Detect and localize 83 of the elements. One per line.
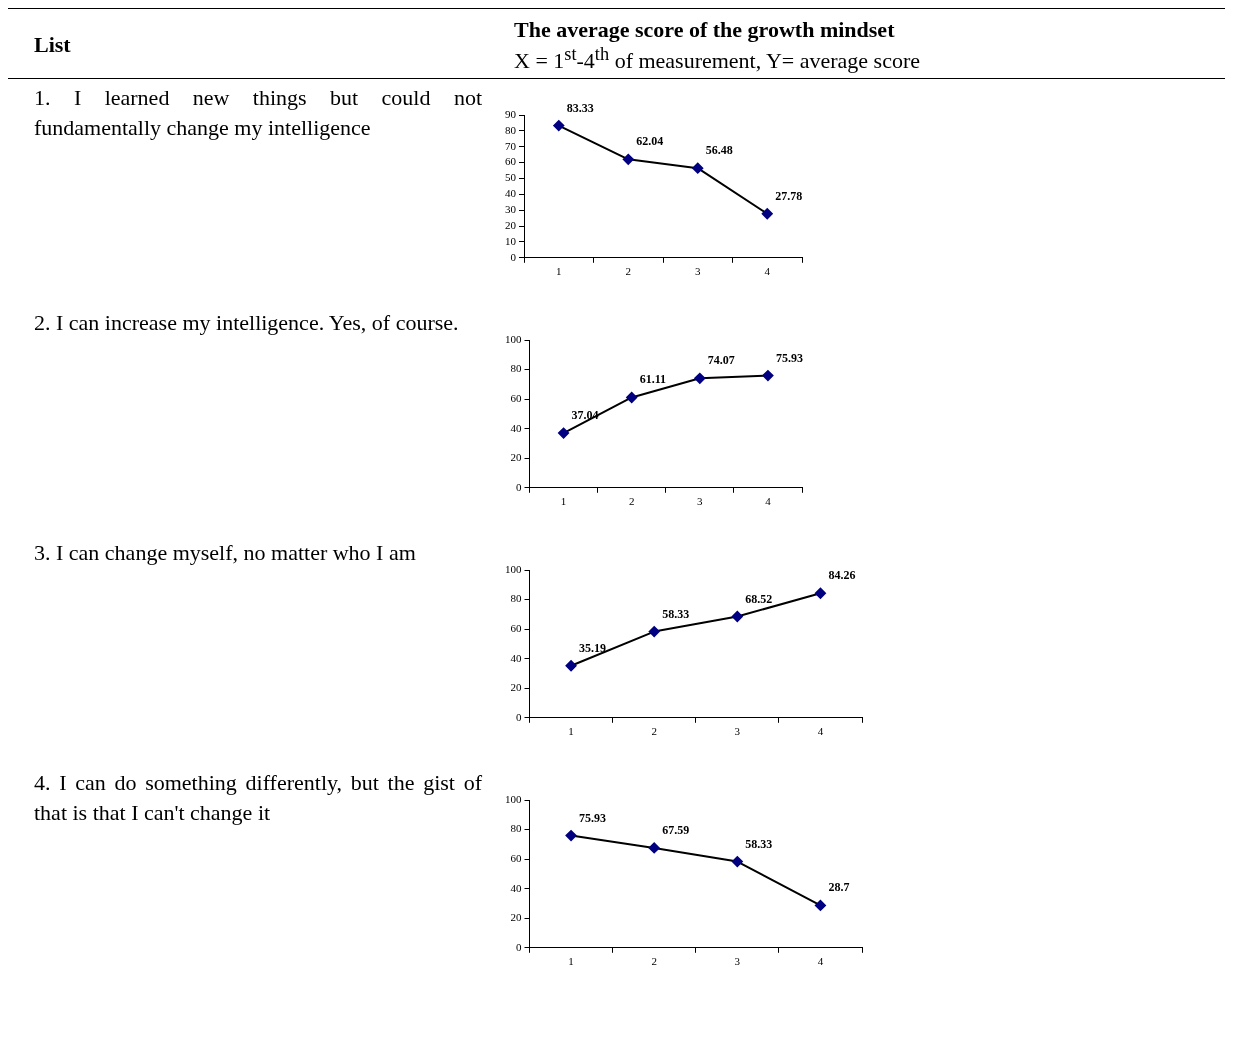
y-tick-label: 80 xyxy=(510,592,522,605)
point xyxy=(694,373,706,385)
y-tick-label: 0 xyxy=(516,711,522,724)
text: 4. I can do something differently, but the gist of that is that I can't change it xyxy=(33,769,483,828)
data-label: 58.33 xyxy=(745,836,773,851)
data-label: 62.04 xyxy=(636,134,664,149)
point xyxy=(553,120,565,132)
point xyxy=(731,611,743,623)
y-tick-label: 10 xyxy=(505,235,517,248)
y-tick-label: 60 xyxy=(505,155,517,168)
text: 2. I can increase my intelligence. Yes, of course. xyxy=(33,309,460,338)
y-tick-label: 100 xyxy=(505,793,522,806)
data-label: 83.33 xyxy=(566,100,594,115)
text: 1. I learned new things but could not fundamentally change my intelligence xyxy=(33,84,483,143)
y-tick-label: 50 xyxy=(505,171,517,184)
data-label: 37.04 xyxy=(571,408,599,423)
data-label: 28.7 xyxy=(828,880,850,895)
point xyxy=(558,427,570,439)
point xyxy=(762,370,774,382)
point xyxy=(731,856,743,868)
data-label: 35.19 xyxy=(579,641,607,656)
point xyxy=(814,588,826,600)
x-tick-label: 1 xyxy=(556,265,562,278)
y-tick-label: 0 xyxy=(516,941,522,954)
x-tick-label: 2 xyxy=(651,725,657,738)
text: X = 1$^{st}$-4$^{th}$ of measurement, Y= average score xyxy=(514,43,921,74)
x-tick-label: 1 xyxy=(568,955,574,968)
y-tick-label: 40 xyxy=(510,881,522,894)
point xyxy=(814,900,826,912)
y-tick-label: 90 xyxy=(505,108,517,121)
y-tick-label: 80 xyxy=(505,124,517,137)
y-tick-label: 30 xyxy=(505,203,517,216)
y-tick-label: 60 xyxy=(510,392,522,405)
y-tick-label: 60 xyxy=(510,852,522,865)
point xyxy=(622,154,634,166)
text: The average score of the growth mindset xyxy=(514,17,896,43)
y-tick-label: 0 xyxy=(510,251,517,264)
data-label: 27.78 xyxy=(775,189,803,204)
x-tick-label: 2 xyxy=(651,955,657,968)
point xyxy=(565,660,577,672)
data-label: 75.93 xyxy=(775,350,803,365)
y-tick-label: 70 xyxy=(505,139,517,152)
x-tick-label: 1 xyxy=(568,725,574,738)
x-tick-label: 3 xyxy=(734,955,741,968)
data-label: 61.11 xyxy=(639,372,667,387)
point xyxy=(648,626,660,638)
y-tick-label: 20 xyxy=(510,681,522,694)
data-label: 74.07 xyxy=(707,353,735,368)
data-label: 84.26 xyxy=(828,568,856,583)
x-tick-label: 3 xyxy=(734,725,741,738)
data-label: 56.48 xyxy=(705,143,733,158)
y-tick-label: 100 xyxy=(505,563,522,576)
y-tick-label: 20 xyxy=(510,911,522,924)
data-label: 75.93 xyxy=(579,810,607,825)
data-label: 67.59 xyxy=(662,823,690,838)
x-tick-label: 3 xyxy=(695,265,701,278)
y-tick-label: 100 xyxy=(505,333,522,346)
x-tick-label: 2 xyxy=(625,265,631,278)
x-tick-label: 1 xyxy=(560,495,567,508)
x-tick-label: 3 xyxy=(697,495,704,508)
text: List xyxy=(33,30,72,59)
point xyxy=(626,392,638,404)
x-tick-label: 4 xyxy=(764,265,771,278)
y-tick-label: 80 xyxy=(510,362,522,375)
y-tick-label: 40 xyxy=(510,651,522,664)
point xyxy=(648,842,660,854)
x-tick-label: 4 xyxy=(817,725,824,738)
y-tick-label: 20 xyxy=(510,451,522,464)
point xyxy=(692,163,704,175)
text: 3. I can change myself, no matter who I am xyxy=(33,539,417,568)
y-tick-label: 40 xyxy=(510,421,522,434)
y-tick-label: 0 xyxy=(516,481,522,494)
x-tick-label: 4 xyxy=(765,495,772,508)
y-tick-label: 80 xyxy=(510,822,522,835)
x-tick-label: 2 xyxy=(628,495,635,508)
data-label: 68.52 xyxy=(745,591,773,606)
point xyxy=(761,208,773,220)
y-tick-label: 20 xyxy=(505,219,517,232)
data-label: 58.33 xyxy=(662,606,690,621)
point xyxy=(565,830,577,842)
x-tick-label: 4 xyxy=(817,955,824,968)
y-tick-label: 60 xyxy=(510,622,522,635)
y-tick-label: 40 xyxy=(505,187,517,200)
